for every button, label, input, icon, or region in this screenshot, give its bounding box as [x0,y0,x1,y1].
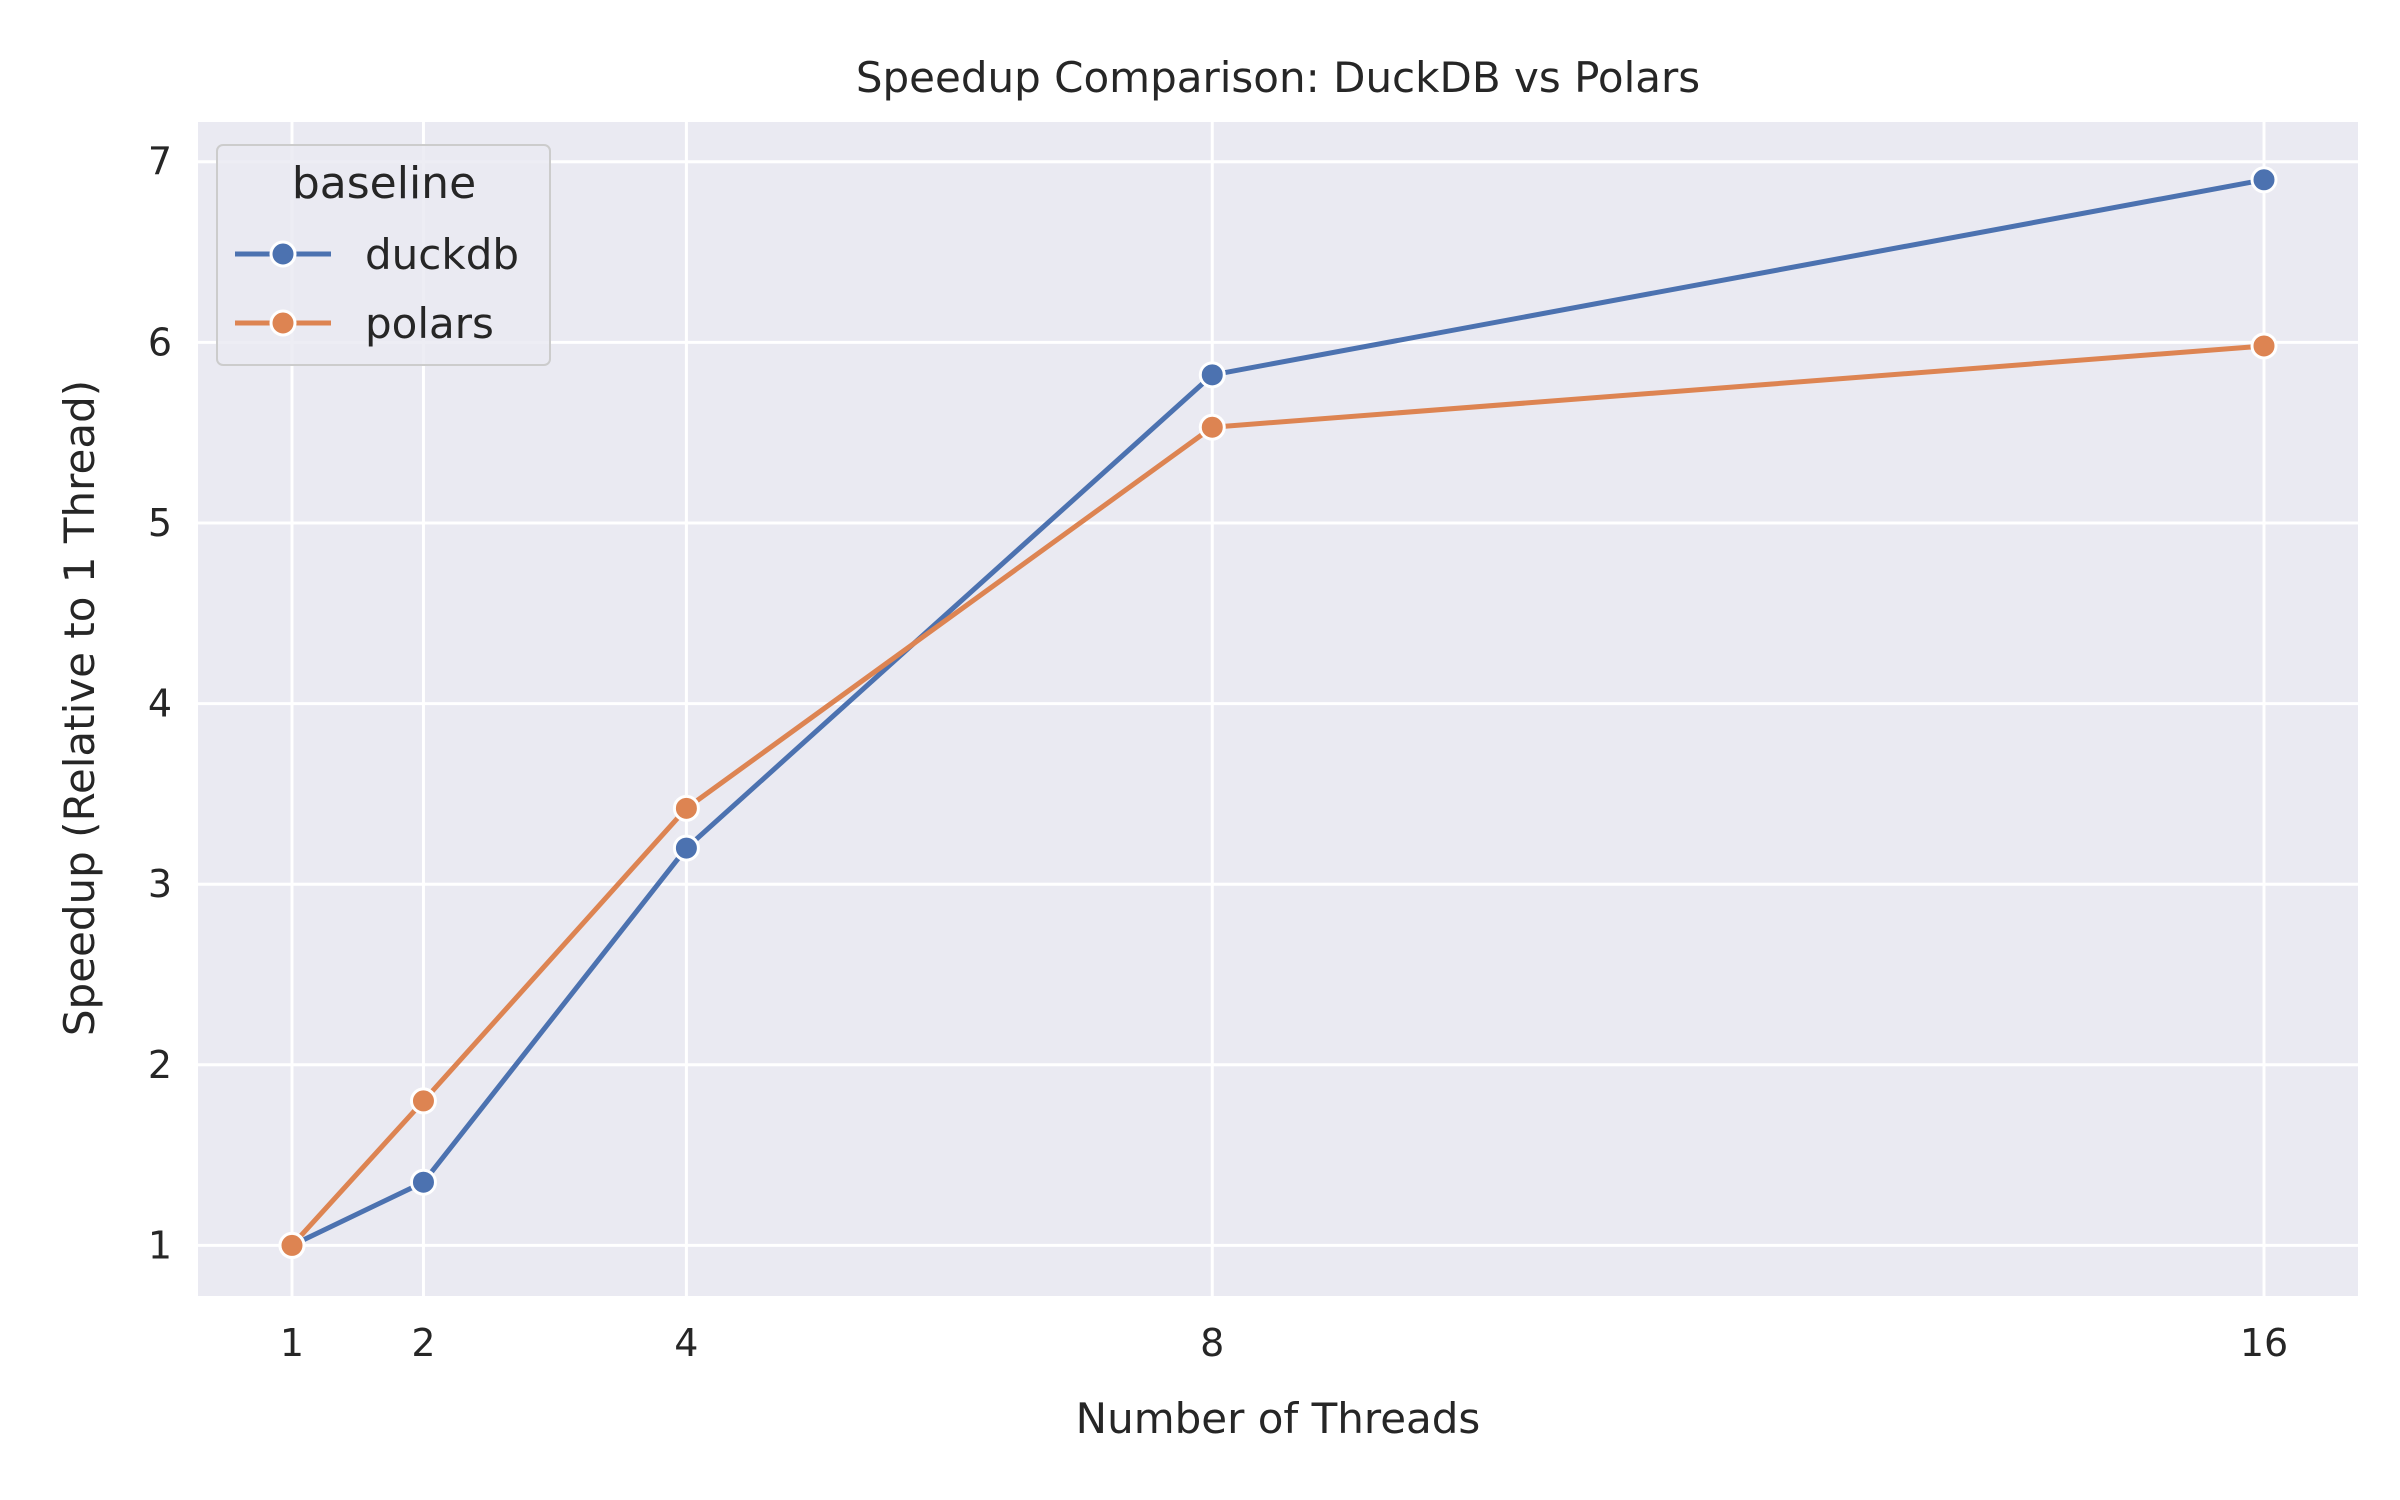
data-point-polars [409,1087,437,1115]
data-point-duckdb [1198,361,1226,389]
plot-area [198,122,2358,1296]
legend-label-duckdb: duckdb [365,230,519,279]
y-tick-label: 6 [148,320,172,364]
y-tick-label: 2 [148,1043,172,1087]
legend-marker-polars [269,309,297,337]
legend-box [216,144,551,366]
chart-title: Speedup Comparison: DuckDB vs Polars [856,53,1700,102]
y-tick-label: 7 [148,140,172,184]
y-axis-label: Speedup (Relative to 1 Thread) [55,380,104,1036]
y-tick-label: 3 [148,862,172,906]
grid-lines [198,122,2358,1296]
data-point-duckdb [672,834,700,862]
data-point-duckdb [2250,166,2278,194]
data-point-polars [672,794,700,822]
x-tick-label: 16 [2240,1321,2288,1365]
x-tick-label: 1 [280,1321,304,1365]
legend-title: baseline [292,158,476,209]
data-point-duckdb [409,1168,437,1196]
data-point-polars [278,1231,306,1259]
x-tick-label: 8 [1200,1321,1224,1365]
x-axis-label: Number of Threads [1076,1394,1481,1443]
tick-labels: 1 2 4 8 16 1 2 3 4 5 6 7 [148,140,2288,1365]
legend-marker-duckdb [269,240,297,268]
data-point-polars [2250,332,2278,360]
y-tick-label: 1 [148,1223,172,1267]
legend-label-polars: polars [365,299,494,348]
y-tick-label: 4 [148,682,172,726]
series-group [278,166,2278,1259]
x-tick-label: 2 [411,1321,435,1365]
data-point-polars [1198,413,1226,441]
y-tick-label: 5 [148,501,172,545]
x-tick-label: 4 [674,1321,698,1365]
legend: baseline duckdb polars [216,144,551,366]
